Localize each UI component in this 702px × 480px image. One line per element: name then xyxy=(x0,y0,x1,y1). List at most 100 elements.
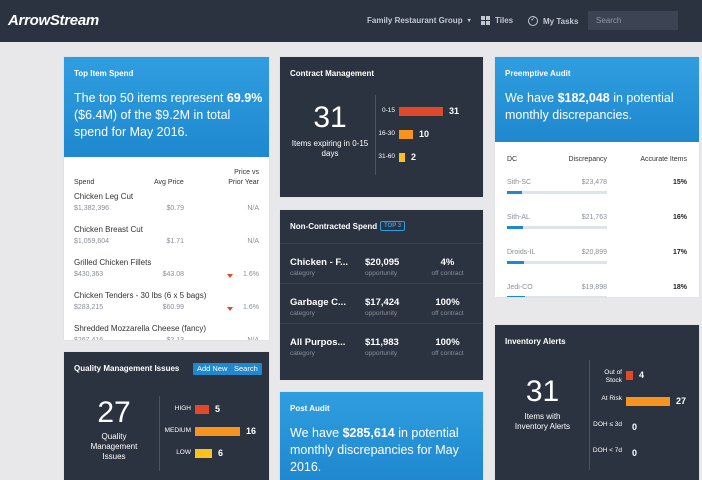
bar-value: 10 xyxy=(419,129,430,139)
item-name: Shredded Mozzarella Cheese (fancy) xyxy=(74,324,207,333)
issues-label: Quality Management Issues xyxy=(90,432,138,461)
my-tasks-link[interactable]: ✓ My Tasks xyxy=(528,16,578,26)
expiring-count: 31 xyxy=(313,101,347,134)
search-input[interactable] xyxy=(588,11,678,30)
item-price-change: N/A xyxy=(247,238,259,245)
progress-fill xyxy=(507,296,525,297)
opportunity-label: opportunity xyxy=(365,270,398,277)
off-contract-label: off contract xyxy=(431,270,464,277)
item-avg-price: $60.99 xyxy=(162,304,184,311)
dc-name: Droids-IL xyxy=(507,249,536,256)
non-contracted-row[interactable]: Garbage C... category $17,424 opportunity 10… xyxy=(280,283,483,323)
bar-fill xyxy=(195,449,212,458)
item-avg-price: $43.08 xyxy=(162,271,184,278)
tiles-label: Tiles xyxy=(495,16,514,25)
down-arrow-icon xyxy=(227,307,233,311)
dc-accurate: 18% xyxy=(672,284,687,291)
item-price-change: 1.6% xyxy=(243,271,259,278)
off-contract-label: off contract xyxy=(431,350,464,357)
audit-row[interactable]: Droids-IL $20,899 17% xyxy=(495,249,699,279)
contract-management-card[interactable]: Contract Management 31 Items expiring in… xyxy=(280,57,483,197)
item-price-change: 1.6% xyxy=(243,304,259,311)
inventory-count: 31 xyxy=(525,375,560,408)
off-contract-pct: 100% xyxy=(435,337,460,348)
opportunity-amount: $11,983 xyxy=(365,337,399,348)
col-header-price-vs-prior: Price vs Prior Year xyxy=(228,169,259,186)
item-name: Grilled Chicken Fillets xyxy=(74,258,152,267)
item-spend: $283,215 xyxy=(74,304,104,311)
post-audit-summary: We have $285,614 in potential monthly di… xyxy=(290,426,459,474)
tasks-check-icon: ✓ xyxy=(528,16,538,26)
divider xyxy=(375,95,376,175)
item-avg-price: $2.13 xyxy=(154,337,184,340)
progress-fill xyxy=(507,191,522,194)
top3-badge: TOP 3 xyxy=(380,221,406,231)
add-new-button[interactable]: Add New xyxy=(193,363,232,375)
bar-label: DOH ≤ 3d xyxy=(593,421,622,428)
item-spend: $1,059,604 xyxy=(74,238,110,245)
item-price-change: N/A xyxy=(234,337,259,340)
group-selector[interactable]: Family Restaurant Group ▾ xyxy=(367,16,471,25)
col-header-avg-price: Avg Price xyxy=(154,179,184,186)
tiles-link[interactable]: Tiles xyxy=(481,16,513,25)
search-button[interactable]: Search xyxy=(230,363,262,375)
bar-label: 0-15 xyxy=(381,107,395,114)
top-bar: ArrowStream Family Restaurant Group ▾ Ti… xyxy=(0,0,702,42)
non-contracted-spend-card[interactable]: Non-Contracted Spend TOP 3 Chicken - F..… xyxy=(280,210,483,380)
non-contracted-row[interactable]: All Purpos... category $11,983 opportunity 1… xyxy=(280,323,483,363)
spend-row[interactable]: Chicken Breast Cut $1,059,604 $1.71 N/A xyxy=(64,225,269,255)
opportunity-label: opportunity xyxy=(365,350,398,357)
bar-value: 0 xyxy=(632,448,638,458)
card-title: Quality Management Issues xyxy=(74,364,180,373)
category-label: category xyxy=(290,310,315,317)
dc-accurate: 16% xyxy=(672,214,687,221)
preemptive-audit-card[interactable]: Preemptive Audit We have $182,048 in pot… xyxy=(495,57,699,297)
top-item-spend-header: Top Item Spend The top 50 items represen… xyxy=(64,57,269,157)
dc-name: Sith-SC xyxy=(507,179,532,186)
spend-row[interactable]: Chicken Tenders - 30 lbs (6 x 5 bags) $28… xyxy=(64,291,269,321)
bar-value: 4 xyxy=(639,370,645,380)
bar-fill xyxy=(626,371,633,380)
col-header-dc: DC xyxy=(507,156,518,163)
item-spend: $430,363 xyxy=(74,271,104,278)
quality-management-card[interactable]: Quality Management Issues Add New Search… xyxy=(64,352,269,480)
bar-label: MEDIUM xyxy=(164,427,191,434)
group-label: Family Restaurant Group xyxy=(367,16,463,25)
item-spend: $1,382,396 xyxy=(74,205,110,212)
bar-label: LOW xyxy=(176,449,191,456)
item-spend: $267,416 xyxy=(74,337,103,340)
category-name: All Purpos... xyxy=(290,337,346,348)
audit-row[interactable]: Jedi-CO $19,898 18% xyxy=(495,284,699,297)
bar-value: 27 xyxy=(676,396,687,406)
bar-value: 31 xyxy=(449,106,460,116)
audit-row[interactable]: Sith-AL $21,763 16% xyxy=(495,214,699,244)
card-title: Inventory Alerts xyxy=(505,337,566,346)
non-contracted-row[interactable]: Chicken - F... category $20,095 opportunity… xyxy=(280,243,483,283)
dc-discrepancy: $19,898 xyxy=(581,284,607,291)
spend-row[interactable]: Shredded Mozzarella Cheese (fancy) $267,4… xyxy=(64,324,269,340)
spend-row[interactable]: Grilled Chicken Fillets $430,363 $43.08 1.6… xyxy=(64,258,269,288)
card-title: Preemptive Audit xyxy=(505,69,571,78)
item-name: Chicken Leg Cut xyxy=(74,192,134,201)
card-title: Post Audit xyxy=(290,404,330,413)
category-name: Garbage C... xyxy=(290,297,346,308)
top-item-spend-card[interactable]: Top Item Spend The top 50 items represen… xyxy=(64,57,269,340)
opportunity-label: opportunity xyxy=(365,310,398,317)
item-avg-price: $1.71 xyxy=(166,238,184,245)
bar-fill xyxy=(626,397,670,406)
divider xyxy=(589,360,590,470)
spend-row[interactable]: Chicken Leg Cut $1,382,396 $0.79 N/A xyxy=(64,192,269,222)
post-audit-card[interactable]: Post Audit We have $285,614 in potential… xyxy=(280,392,483,480)
inventory-alerts-card[interactable]: Inventory Alerts 31 Items with Inventory… xyxy=(495,325,699,480)
progress-track xyxy=(507,226,607,229)
dc-name: Sith-AL xyxy=(507,214,530,221)
col-header-discrepancy: Discrepancy xyxy=(568,156,607,163)
col-header-accurate: Accurate Items xyxy=(640,156,687,163)
progress-track xyxy=(507,191,607,194)
spend-summary: The top 50 items represent 69.9% ($6.4M)… xyxy=(74,91,263,139)
off-contract-pct: 4% xyxy=(440,257,455,268)
audit-row[interactable]: Sith-SC $23,478 15% xyxy=(495,179,699,209)
bar-label: DOH < 7d xyxy=(592,447,622,454)
tiles-icon xyxy=(481,16,490,25)
arrowstream-logo[interactable]: ArrowStream xyxy=(8,12,99,29)
